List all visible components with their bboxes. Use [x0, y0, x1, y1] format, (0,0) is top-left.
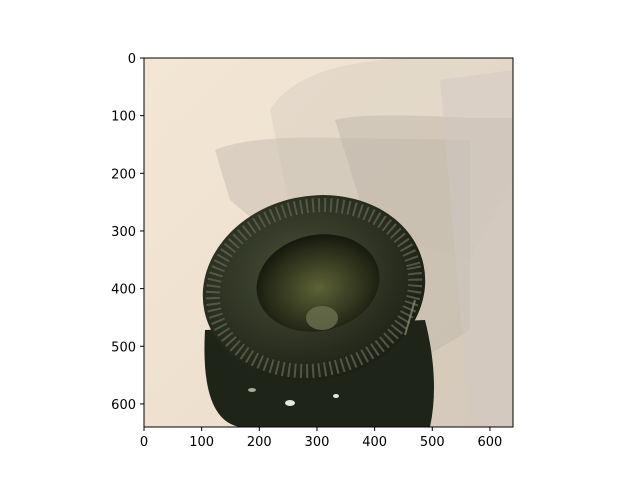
x-tick-label: 400 [362, 435, 387, 450]
y-tick-label: 400 [111, 283, 136, 298]
x-tick-label: 300 [305, 435, 330, 450]
x-tick-label: 0 [140, 435, 148, 450]
photo-image [144, 58, 513, 427]
x-tick-label: 600 [478, 435, 503, 450]
y-tick-label: 500 [111, 340, 136, 355]
y-tick-label: 300 [111, 225, 136, 240]
axes-frame [143, 57, 514, 428]
x-axis: 0 100 200 300 400 500 600 [140, 427, 502, 450]
y-tick-label: 200 [111, 167, 136, 182]
y-tick-label: 100 [111, 110, 136, 125]
y-axis: 0 100 200 300 400 500 600 [111, 52, 144, 413]
y-tick-label: 0 [128, 52, 136, 67]
y-tick-label: 600 [111, 398, 136, 413]
x-tick-label: 100 [189, 435, 214, 450]
x-tick-label: 200 [247, 435, 272, 450]
x-tick-label: 500 [420, 435, 445, 450]
